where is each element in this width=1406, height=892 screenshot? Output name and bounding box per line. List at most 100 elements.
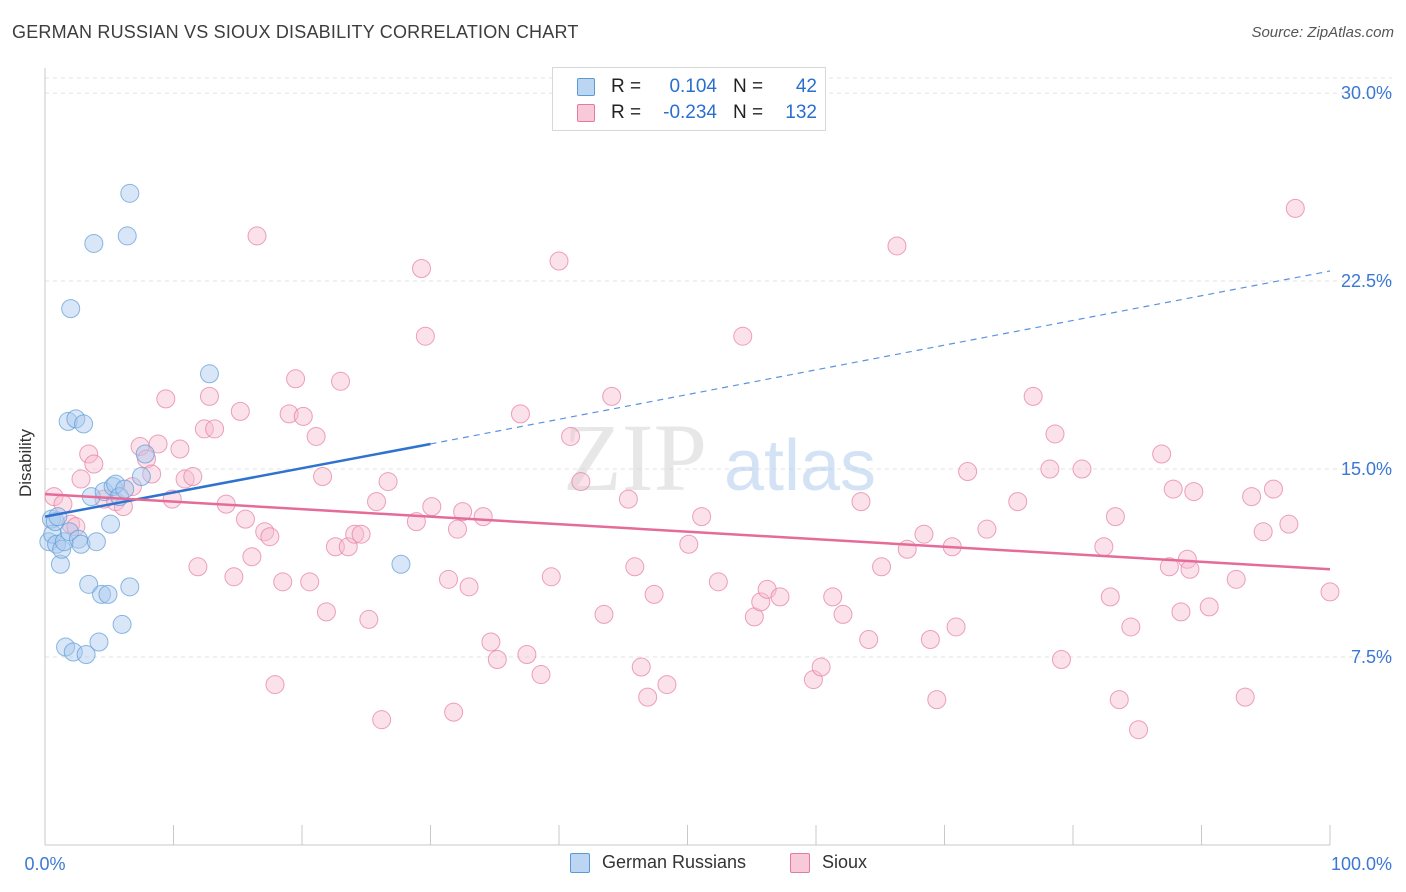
point-sioux — [260, 527, 280, 547]
point-german-russians — [98, 584, 118, 604]
trend-sioux — [44, 492, 1331, 571]
y-tick-label: 22.5% — [1341, 271, 1392, 291]
legend-row-german-russians: R = 0.104 N = 42 — [577, 75, 817, 99]
legend-label: Sioux — [822, 852, 868, 872]
point-sioux — [692, 507, 712, 527]
y-tick-label: 7.5% — [1351, 647, 1392, 667]
trend-german-russians-extension — [430, 270, 1331, 445]
point-sioux — [823, 587, 843, 607]
point-german-russians — [84, 233, 104, 253]
point-german-russians — [89, 632, 109, 652]
chart-title: GERMAN RUSSIAN VS SIOUX DISABILITY CORRE… — [12, 22, 579, 42]
r-value: 0.104 — [669, 76, 717, 97]
point-sioux — [230, 401, 250, 421]
point-sioux — [851, 492, 871, 512]
point-sioux — [447, 519, 467, 539]
point-german-russians — [71, 534, 91, 554]
y-tick-label: 15.0% — [1341, 459, 1392, 479]
point-sioux — [958, 462, 978, 482]
pink-swatch-icon — [790, 852, 810, 873]
point-german-russians — [43, 524, 63, 544]
point-sioux — [293, 406, 313, 426]
point-sioux — [631, 657, 651, 677]
point-sioux — [1226, 569, 1246, 589]
point-sioux — [1100, 587, 1120, 607]
point-sioux — [359, 609, 379, 629]
point-sioux — [946, 617, 966, 637]
watermark: ZIP atlas — [563, 404, 876, 511]
point-sioux — [453, 502, 473, 522]
point-sioux — [279, 404, 299, 424]
point-german-russians — [76, 645, 96, 665]
point-sioux — [872, 557, 892, 577]
blue-swatch-icon — [577, 78, 595, 96]
point-sioux — [378, 472, 398, 492]
point-sioux — [205, 419, 225, 439]
r-value: -0.234 — [663, 102, 717, 123]
n-label: N = — [733, 76, 764, 97]
point-sioux — [1253, 522, 1273, 542]
point-sioux — [265, 675, 285, 695]
point-sioux — [1040, 459, 1060, 479]
point-sioux — [372, 710, 392, 730]
point-sioux — [444, 702, 464, 722]
point-sioux — [313, 467, 333, 487]
point-german-russians — [106, 474, 126, 494]
point-german-russians — [391, 554, 411, 574]
r-label: R = — [611, 102, 642, 123]
n-value: 42 — [795, 76, 817, 97]
point-sioux — [481, 632, 501, 652]
trend-german-russians — [44, 442, 431, 518]
y-axis-label: Disability — [16, 428, 35, 497]
point-sioux — [733, 326, 753, 346]
point-sioux — [1152, 444, 1172, 464]
point-sioux — [1008, 492, 1028, 512]
point-sioux — [175, 469, 195, 489]
point-sioux — [345, 524, 365, 544]
legend-item-sioux[interactable]: Sioux — [790, 852, 867, 873]
point-sioux — [531, 665, 551, 685]
x-tick-label: 100.0% — [1331, 854, 1392, 874]
point-sioux — [914, 524, 934, 544]
point-sioux — [300, 572, 320, 592]
legend-item-german-russians[interactable]: German Russians — [570, 852, 746, 873]
point-sioux — [1263, 479, 1283, 499]
point-german-russians — [115, 479, 135, 499]
trend-lines — [44, 270, 1331, 571]
point-sioux — [1072, 459, 1092, 479]
point-sioux — [561, 426, 581, 446]
stats-legend: R = 0.104 N = 42 R = -0.234 N = 132 — [552, 67, 826, 131]
point-sioux — [188, 557, 208, 577]
point-sioux — [1159, 557, 1179, 577]
series-legend: German Russians Sioux — [0, 852, 1406, 876]
point-sioux — [708, 572, 728, 592]
point-sioux — [625, 557, 645, 577]
point-german-russians — [92, 584, 112, 604]
source-label: Source: ZipAtlas.com — [1251, 24, 1394, 41]
point-sioux — [811, 657, 831, 677]
point-sioux — [459, 577, 479, 597]
point-sioux — [351, 524, 371, 544]
point-sioux — [602, 386, 622, 406]
point-sioux — [1129, 720, 1149, 740]
point-sioux — [1320, 582, 1340, 602]
point-german-russians — [50, 554, 70, 574]
point-german-russians — [86, 532, 106, 552]
point-sioux — [412, 259, 432, 279]
point-sioux — [1171, 602, 1191, 622]
point-sioux — [859, 629, 879, 649]
point-sioux — [1051, 650, 1071, 670]
point-sioux — [71, 469, 91, 489]
point-sioux — [148, 434, 168, 454]
point-sioux — [657, 675, 677, 695]
point-sioux — [920, 629, 940, 649]
n-value: 132 — [785, 102, 817, 123]
watermark-atlas: atlas — [724, 426, 876, 506]
r-label: R = — [611, 76, 642, 97]
point-sioux — [367, 492, 387, 512]
legend-row-sioux: R = -0.234 N = 132 — [577, 101, 817, 125]
point-german-russians — [135, 444, 155, 464]
point-sioux — [644, 584, 664, 604]
point-german-russians — [74, 414, 94, 434]
